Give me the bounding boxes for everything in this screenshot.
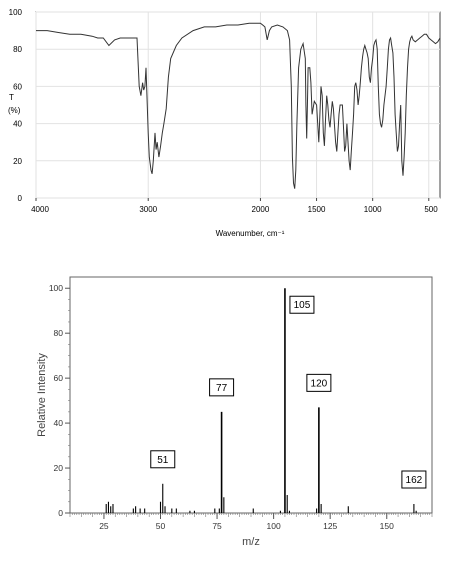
ms-peak-annotation-162: 162 [401,470,427,489]
ms-x-tick-label: 150 [380,521,394,531]
ms-peak-annotation-51: 51 [150,450,176,469]
ms-y-tick-label: 100 [49,283,63,293]
ir-x-tick-label: 1000 [364,205,382,214]
ir-x-tick-label: 3000 [139,205,157,214]
ms-x-tick-label: 25 [99,521,109,531]
ms-x-tick-label: 50 [156,521,166,531]
ms-y-tick-label: 20 [54,463,64,473]
ir-y-axis-label-unit: (%) [8,106,21,115]
ms-y-tick-label: 40 [54,418,64,428]
ms-annotation-box [289,295,315,314]
mass-spectrum-chart: 0 20 40 60 80 100 25 50 75 100 125 150 51 77 105 120 1… [36,276,433,548]
ms-x-axis-label: m/z [242,536,260,548]
ir-y-tick-label: 80 [13,45,22,54]
ms-x-tick-label: 125 [323,521,337,531]
ir-transmittance-line [36,22,441,189]
ms-annotation-label: 77 [216,383,228,394]
ir-x-tick-label: 500 [424,205,438,214]
ir-spectrum-chart: 0 20 40 60 80 100 4000 3000 2000 1500 1000 500 T (… [8,8,441,238]
ir-y-tick-label: 100 [9,8,23,17]
ms-x-tick-label: 100 [267,521,281,531]
ir-y-tick-label: 40 [13,120,22,129]
ir-y-tick-label: 0 [18,194,23,203]
ir-y-axis-label-t: T [9,93,14,102]
ir-x-tick-label: 2000 [252,205,270,214]
ms-annotation-box [150,450,176,469]
ms-y-axis-label: Relative Intensity [36,353,48,437]
ms-annotation-label: 162 [406,475,423,486]
ir-y-tick-label: 20 [13,157,22,166]
ms-peak-annotation-105: 105 [289,295,315,314]
ms-annotation-label: 120 [311,378,328,389]
ms-annotation-label: 51 [157,455,169,466]
ir-x-tick-label: 4000 [31,205,49,214]
ir-y-tick-label: 60 [13,82,22,91]
ms-annotation-box [209,378,235,397]
ms-y-tick-label: 80 [54,328,64,338]
ms-x-tick-label: 75 [212,521,222,531]
ms-y-tick-label: 60 [54,373,64,383]
ms-annotation-box [401,470,427,489]
ms-annotation-label: 105 [294,300,311,311]
ms-peak-annotation-120: 120 [306,373,332,392]
ms-peak-annotation-77: 77 [209,378,235,397]
ms-y-tick-label: 0 [58,508,63,518]
ir-x-axis-label: Wavenumber, cm⁻¹ [216,229,285,238]
ir-x-tick-label: 1500 [308,205,326,214]
ms-plot-frame [69,276,433,514]
ms-annotation-box [306,373,332,392]
